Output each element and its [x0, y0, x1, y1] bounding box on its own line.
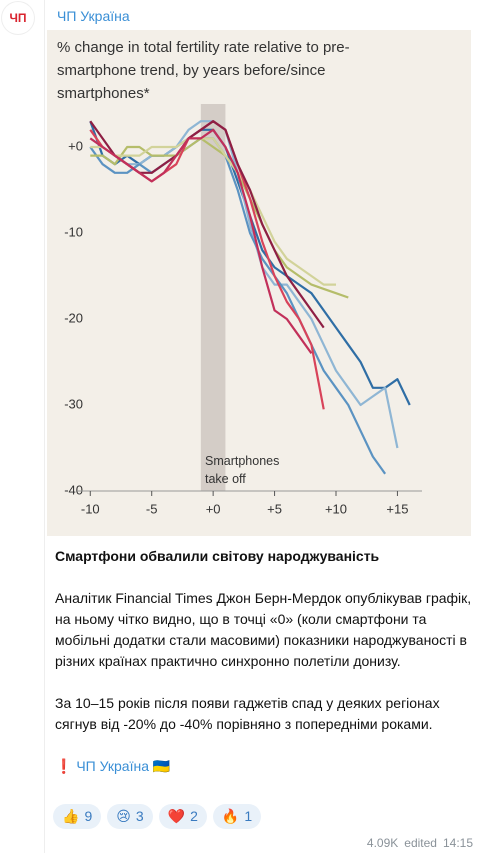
paragraph: Аналітик Financial Times Джон Берн-Мердо…: [55, 590, 472, 669]
x-tick-label: +5: [267, 501, 282, 516]
y-tick-label: -40: [64, 482, 83, 497]
reaction-emoji: ❤️: [167, 808, 186, 824]
x-tick-label: -5: [146, 501, 158, 516]
reactions: 👍 9 😢 3 ❤️ 2 🔥 1: [53, 804, 262, 829]
message-bubble: ЧП Україна +0 -10 -20 -30 -40 -10 -5 +0 +5 +10 +15…: [44, 0, 479, 853]
time: 14:15: [442, 836, 473, 850]
data-line: [89, 137, 387, 475]
highlight-band: [200, 104, 226, 491]
signature: ❗️ ЧП Україна 🇺🇦: [55, 758, 171, 774]
data-line: [89, 128, 313, 355]
reaction[interactable]: 👍 9: [53, 804, 102, 829]
reaction-count: 9: [84, 808, 93, 824]
data-line: [90, 137, 349, 299]
post-title: Смартфони обвалили світову народжуваніст…: [55, 548, 380, 564]
chart: +0 -10 -20 -30 -40 -10 -5 +0 +5 +10 +15: [64, 104, 422, 516]
x-tick-label: +10: [325, 501, 347, 516]
y-tick-label: +0: [68, 138, 83, 153]
x-tick-label: +0: [206, 501, 221, 516]
avatar[interactable]: ЧП: [2, 2, 34, 34]
y-tick-label: -30: [64, 396, 83, 411]
reaction-emoji: 👍: [62, 808, 80, 824]
channel-name[interactable]: ЧП Україна: [57, 8, 130, 24]
views: 4.09K: [366, 836, 399, 850]
chart-title: % change in total fertility rate relativ…: [57, 39, 350, 102]
data-line: [89, 120, 399, 449]
reaction-count: 3: [135, 808, 144, 824]
chart-image[interactable]: +0 -10 -20 -30 -40 -10 -5 +0 +5 +10 +15 % change i…: [47, 30, 471, 536]
message-footer: 4.09K edited 14:15: [367, 836, 473, 850]
x-tick-label: +15: [386, 501, 408, 516]
reaction-emoji: 😢: [116, 808, 131, 824]
reaction[interactable]: 🔥 1: [212, 804, 262, 829]
chart-annotation: Smartphones take off: [205, 454, 280, 486]
reaction-count: 2: [190, 808, 198, 824]
data-line: [90, 137, 336, 286]
post-text: Смартфони обвалили світову народжуваніст…: [55, 546, 473, 798]
paragraph: За 10–15 років після появи гаджетів спад…: [55, 695, 440, 732]
x-tick-label: -10: [81, 501, 100, 516]
edited: edited: [404, 836, 437, 850]
reaction[interactable]: ❤️ 2: [158, 804, 207, 829]
y-tick-label: -10: [64, 224, 83, 239]
y-tick-label: -20: [64, 310, 83, 325]
reaction-emoji: 🔥: [221, 808, 240, 824]
reaction-count: 1: [244, 808, 253, 824]
reaction[interactable]: 😢 3: [107, 804, 153, 829]
